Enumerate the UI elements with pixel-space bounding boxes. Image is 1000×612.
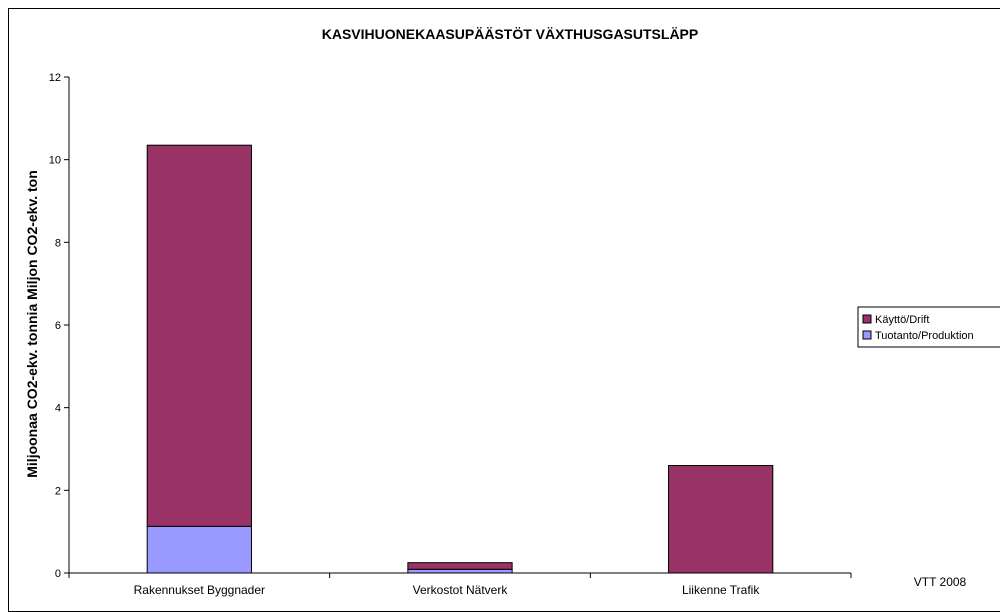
bar-segment xyxy=(668,465,774,574)
legend-label: Käyttö/Drift xyxy=(875,314,929,326)
bar-segment xyxy=(407,568,513,574)
y-axis-label: Miljoonaa CO2-ekv. tonnia Miljon CO2-ekv… xyxy=(24,170,40,478)
y-tick-label: 6 xyxy=(55,320,61,332)
y-axis: 0 2 4 6 8 10 12 xyxy=(49,72,70,580)
y-tick-label: 10 xyxy=(49,155,61,167)
bar-segment xyxy=(146,525,252,574)
x-tick-label: Liikenne Trafik xyxy=(682,583,760,597)
bar-segment xyxy=(407,562,513,570)
y-tick-label: 4 xyxy=(55,403,61,415)
legend-swatch xyxy=(862,330,872,340)
chart-title: KASVIHUONEKAASUPÄÄSTÖT VÄXTHUSGASUTSLÄPP xyxy=(322,26,698,42)
bars xyxy=(146,144,774,574)
legend-box xyxy=(857,306,1000,348)
bar-segment xyxy=(146,144,252,527)
source-annotation: VTT 2008 xyxy=(914,575,967,589)
y-tick-label: 8 xyxy=(55,237,61,249)
y-tick-label: 0 xyxy=(55,568,61,580)
x-axis: Rakennukset Byggnader Verkostot Nätverk Li… xyxy=(68,572,852,597)
x-tick-label: Rakennukset Byggnader xyxy=(134,583,265,597)
y-tick-label: 12 xyxy=(49,72,61,84)
legend-label: Tuotanto/Produktion xyxy=(875,330,974,342)
legend: Käyttö/Drift Tuotanto/Produktion xyxy=(857,306,1000,348)
x-tick-label: Verkostot Nätverk xyxy=(413,583,509,597)
y-tick-label: 2 xyxy=(55,485,61,497)
legend-swatch xyxy=(862,314,872,324)
